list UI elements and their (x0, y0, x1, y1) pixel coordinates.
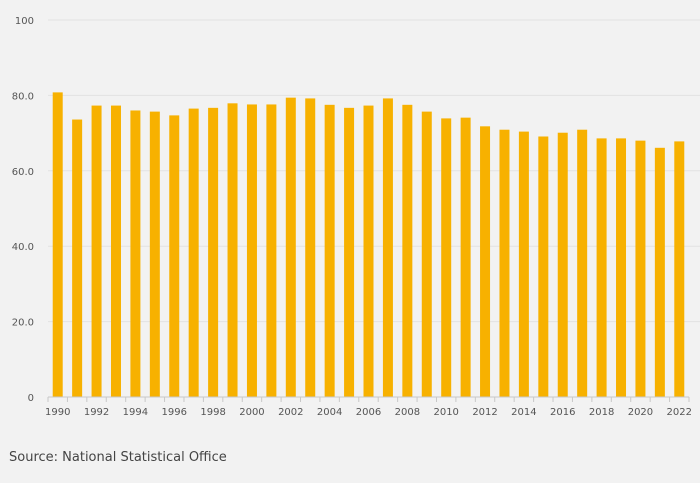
bar-2021 (654, 147, 665, 397)
y-tick-label: 20.0 (12, 318, 34, 329)
bar-2009 (421, 111, 432, 398)
bar-2011 (460, 117, 471, 397)
x-tick-label: 2000 (239, 407, 264, 418)
bar-2004 (324, 104, 335, 397)
bar-2019 (616, 138, 627, 398)
x-tick-label: 2012 (472, 407, 497, 418)
bar-2002 (285, 97, 296, 398)
bar-1999 (227, 103, 238, 397)
x-tick-label: 2022 (667, 407, 692, 418)
bar-2006 (363, 105, 374, 397)
bar-1995 (149, 111, 160, 398)
bar-2012 (480, 126, 491, 398)
x-tick-label: 2004 (317, 407, 342, 418)
bar-1997 (188, 108, 199, 397)
bar-1991 (72, 119, 83, 397)
bar-2001 (266, 104, 277, 397)
x-tick-label: 2002 (278, 407, 303, 418)
x-tick-label: 1990 (45, 407, 70, 418)
y-tick-label: 0 (28, 393, 34, 404)
bar-2018 (596, 138, 607, 398)
y-tick-label: 80.0 (12, 91, 34, 102)
x-tick-label: 1996 (162, 407, 187, 418)
bar-1996 (169, 115, 180, 398)
x-tick-label: 2014 (511, 407, 536, 418)
source-note: Source: National Statistical Office (9, 450, 227, 465)
x-tick-label: 2020 (628, 407, 653, 418)
bar-1993 (110, 105, 121, 397)
x-tick-label: 1994 (123, 407, 148, 418)
bar-1992 (91, 105, 102, 397)
bar-2017 (577, 129, 588, 397)
bar-2020 (635, 140, 646, 397)
y-tick-label: 60.0 (12, 167, 34, 178)
x-axis (47, 396, 690, 402)
x-tick-label: 1998 (200, 407, 225, 418)
bar-2007 (382, 98, 393, 397)
bar-1990 (52, 92, 63, 397)
y-axis-labels: 0 20.0 40.0 60.0 80.0 100 (12, 16, 34, 404)
bar-2013 (499, 129, 510, 397)
x-tick-label: 2010 (433, 407, 458, 418)
bar-2022 (674, 141, 685, 397)
bar-2003 (305, 98, 316, 397)
bars (52, 92, 685, 398)
bar-1994 (130, 110, 141, 397)
bar-2010 (441, 118, 452, 397)
bar-2015 (538, 136, 549, 398)
bar-2016 (557, 132, 568, 397)
bar-2000 (246, 104, 257, 397)
y-tick-label: 100 (15, 16, 34, 27)
x-tick-label: 2018 (589, 407, 614, 418)
y-tick-label: 40.0 (12, 242, 34, 253)
bar-2005 (344, 107, 355, 397)
x-tick-label: 2008 (395, 407, 420, 418)
x-tick-label: 1992 (84, 407, 109, 418)
x-axis-labels: 1990 1992 1994 1996 1998 2000 2002 2004 2006 2008… (45, 407, 692, 418)
x-tick-label: 2006 (356, 407, 381, 418)
bar-1998 (208, 107, 219, 397)
bar-2008 (402, 104, 413, 397)
x-tick-label: 2016 (550, 407, 575, 418)
bar-2014 (518, 131, 529, 398)
